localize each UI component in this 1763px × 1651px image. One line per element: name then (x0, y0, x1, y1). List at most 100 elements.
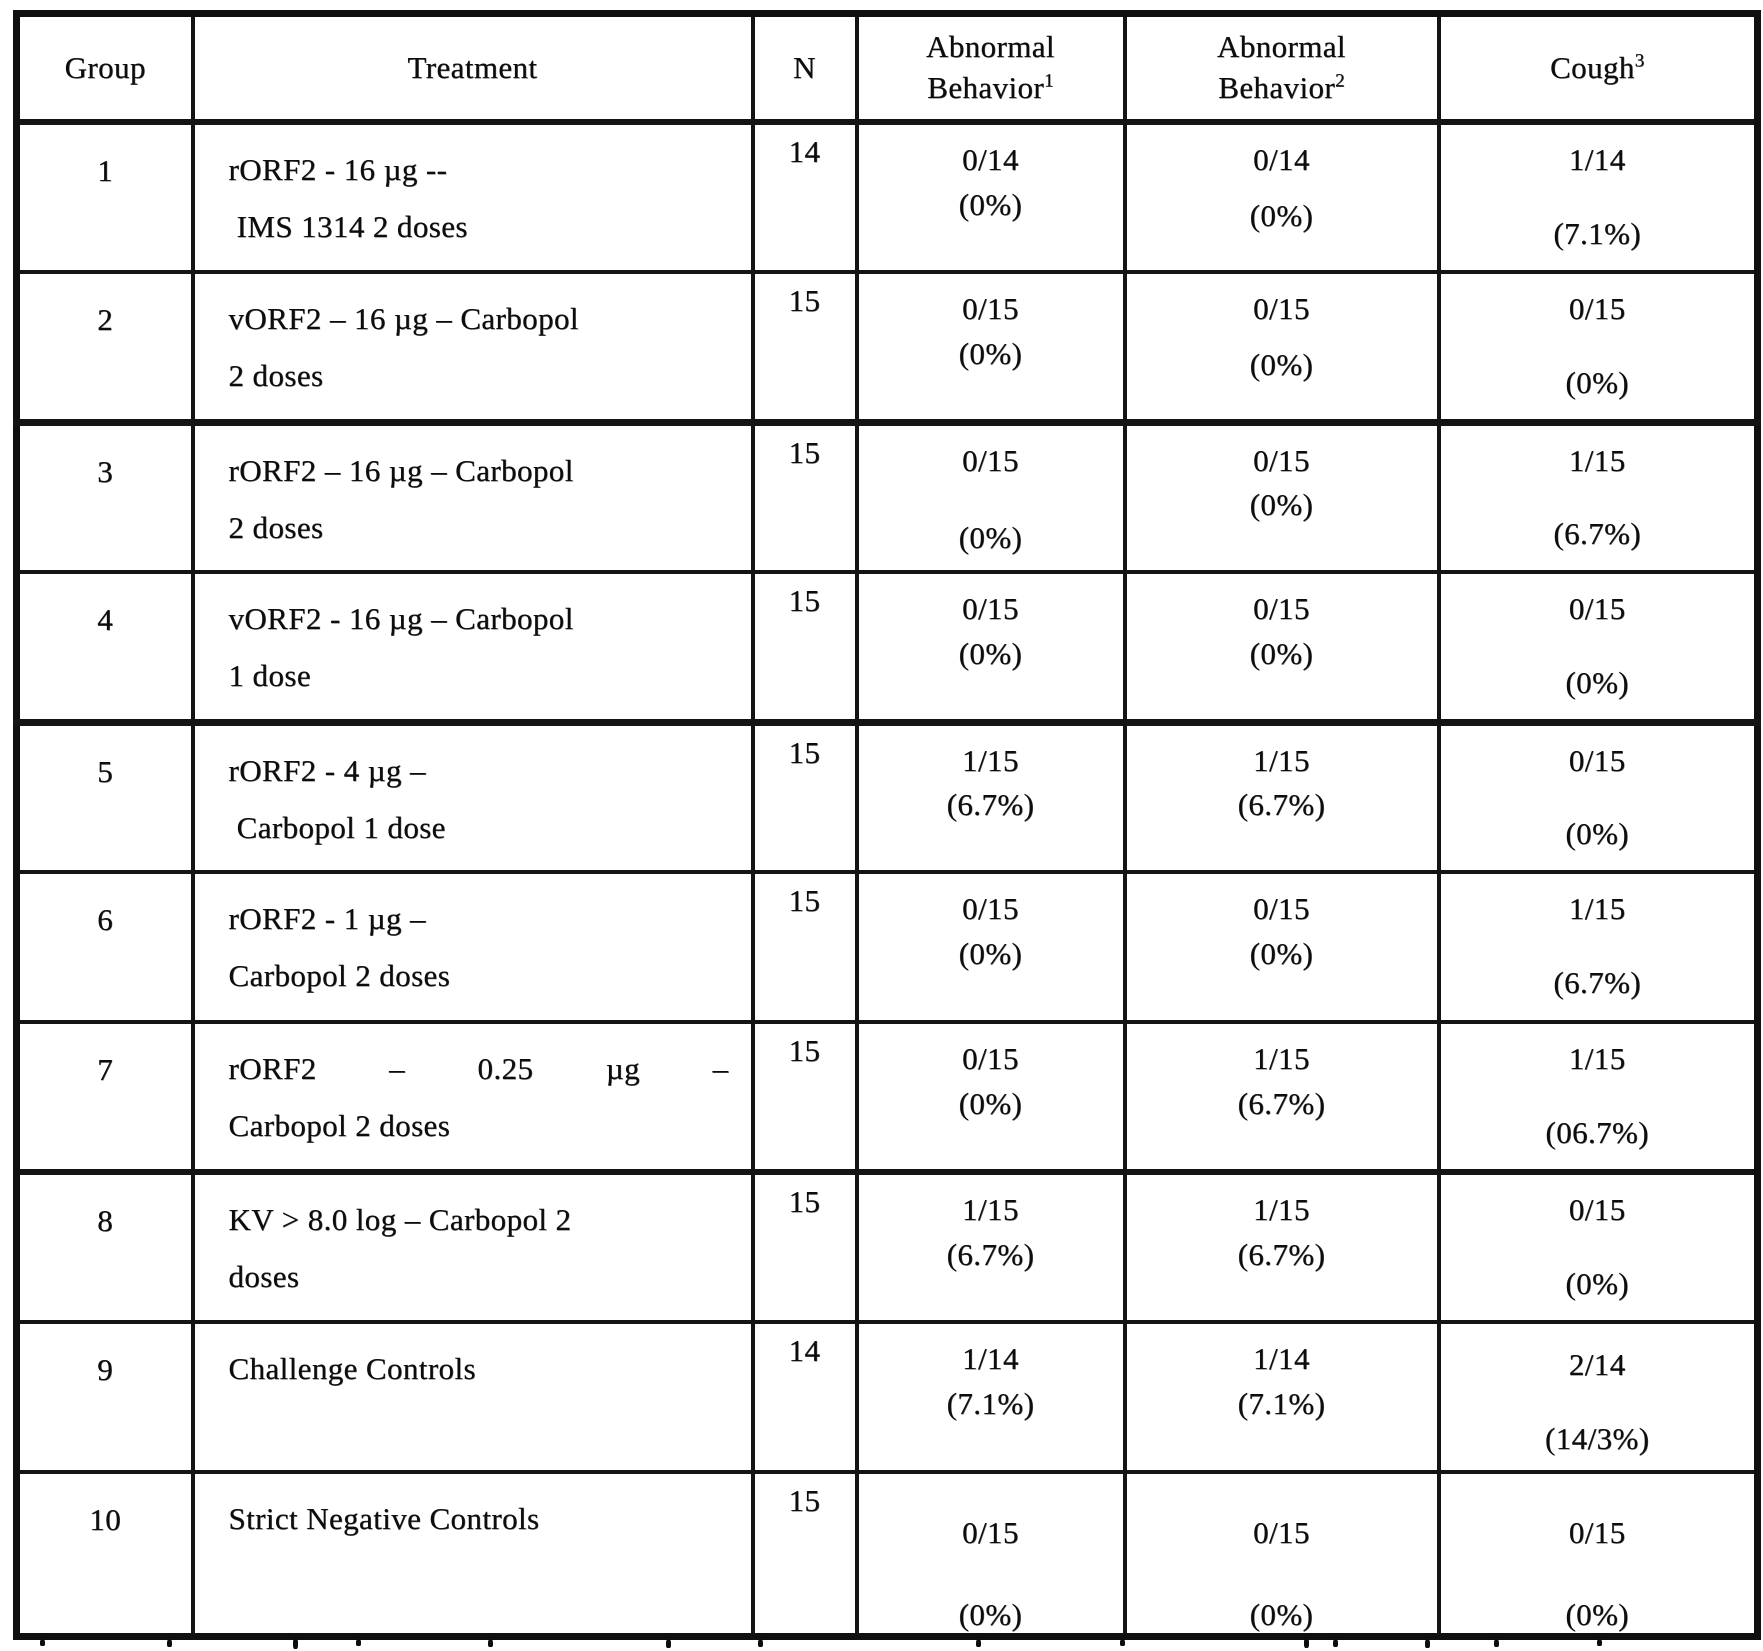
cell-treatment: Challenge Controls (190, 1320, 755, 1474)
treatment-line: rORF2 - 1 µg – (228, 901, 426, 936)
cell-treatment: vORF2 – 16 µg – Carbopol 2 doses (190, 270, 755, 426)
cell-cough: 0/15 (0%) (1436, 1470, 1760, 1639)
cell-n: 15 (750, 720, 859, 874)
cell-percent: (0%) (958, 335, 1023, 371)
cell-ab2: 0/15 (0%) (1122, 870, 1441, 1024)
treatment-line: IMS 1314 2 doses (228, 209, 468, 245)
cell-percent: (7.1%) (1237, 1385, 1326, 1421)
cell-count: 2/14 (1568, 1347, 1626, 1382)
treatment-line: doses (228, 1259, 300, 1295)
cell-ab2: 1/14 (7.1%) (1122, 1320, 1441, 1474)
cell-group: 6 (14, 870, 195, 1024)
cell-count: 0/15 (962, 1515, 1019, 1550)
cell-count: 1/15 (1253, 742, 1310, 778)
treatment-line: 2 doses (228, 358, 324, 394)
cell-cough: 0/15 (0%) (1436, 270, 1760, 426)
cell-percent: (0%) (958, 635, 1023, 671)
cell-ab2: 0/15 (0%) (1122, 570, 1441, 726)
table-header: Group Treatment N Abnormal Behavior1 Abnormal… (14, 11, 1760, 125)
column-header-2-n: N (750, 11, 859, 125)
cell-treatment: rORF2 - 4 µg – Carbopol 1 dose (190, 720, 755, 874)
cell-ab2: 1/15 (6.7%) (1122, 1020, 1441, 1175)
cell-count: 1/15 (1253, 1041, 1310, 1076)
footnote-mark (758, 1639, 763, 1647)
cell-group: 4 (14, 570, 195, 726)
cell-cough: 0/15 (0%) (1436, 570, 1760, 726)
treatment-line: Carbopol 2 doses (228, 1108, 451, 1144)
cell-ab2: 0/15 (0%) (1122, 420, 1441, 574)
cell-percent: (0%) (958, 186, 1023, 222)
cell-treatment: rORF2 - 1 µg – Carbopol 2 doses (190, 870, 755, 1024)
footnote-mark (1597, 1639, 1602, 1646)
cell-n: 14 (750, 120, 859, 274)
cell-percent: (7.1%) (946, 1385, 1035, 1421)
treatment-line: vORF2 – 16 µg – Carbopol (228, 301, 579, 336)
cell-percent: (0%) (1249, 487, 1314, 523)
cell-group: 2 (14, 270, 195, 426)
table-row: 3 rORF2 – 16 µg – Carbopol 2 doses 15 0/15 (0… (14, 420, 1760, 574)
column-header-4-abnormal-behavior-2: Abnormal Behavior2 (1122, 11, 1441, 125)
cell-percent: (6.7%) (1237, 787, 1326, 823)
cell-percent: (0%) (1249, 197, 1314, 233)
header-superscript: 1 (1044, 70, 1054, 92)
cell-count: 0/15 (1568, 1515, 1626, 1550)
column-header-5-cough-3: Cough3 (1436, 11, 1760, 125)
cell-cough: 1/15 (06.7%) (1436, 1020, 1760, 1175)
cell-percent: (6.7%) (1237, 1236, 1326, 1272)
cell-cough: 1/14 (7.1%) (1436, 120, 1760, 274)
footnote-mark (1304, 1637, 1309, 1648)
treatment-line: rORF2 - 16 µg -- (228, 152, 448, 187)
footnote-mark (167, 1639, 172, 1647)
cell-count: 0/15 (1253, 442, 1310, 478)
cell-percent: (0%) (1249, 346, 1314, 382)
cell-count: 0/15 (1568, 591, 1626, 626)
cell-percent: (0%) (958, 1596, 1023, 1632)
cell-cough: 2/14 (14/3%) (1436, 1320, 1760, 1474)
cell-group: 3 (14, 420, 195, 574)
cell-n: 15 (750, 1020, 859, 1175)
treatment-line: vORF2 - 16 µg – Carbopol (228, 601, 574, 636)
table-row: 8 KV > 8.0 log – Carbopol 2 doses 15 1/15 (6.… (14, 1170, 1760, 1324)
cell-ab1: 0/15 (0%) (854, 570, 1127, 726)
table-row: 6 rORF2 - 1 µg – Carbopol 2 doses 15 0/15 (0%… (14, 870, 1760, 1024)
cell-ab2: 1/15 (6.7%) (1122, 720, 1441, 874)
cell-percent: (0%) (1565, 1265, 1630, 1301)
cell-ab1: 0/15 (0%) (854, 1470, 1127, 1639)
clipped-footnote-fragments (0, 1637, 1763, 1651)
cell-n: 15 (750, 1470, 859, 1639)
treatment-line: Carbopol 1 dose (228, 809, 446, 845)
cell-cough: 1/15 (6.7%) (1436, 420, 1760, 574)
cell-ab1: 1/14 (7.1%) (854, 1320, 1127, 1474)
cell-treatment: vORF2 - 16 µg – Carbopol 1 dose (190, 570, 755, 726)
cell-treatment: rORF2 – 16 µg – Carbopol 2 doses (190, 420, 755, 574)
column-header-0-group: Group (14, 11, 195, 125)
footnote-mark (1120, 1639, 1125, 1646)
footnote-mark (1425, 1639, 1430, 1648)
cell-ab1: 0/15 (0%) (854, 1020, 1127, 1175)
cell-count: 1/15 (1568, 1041, 1626, 1076)
header-label-line: Behavior1 (927, 70, 1054, 105)
cell-group: 10 (14, 1470, 195, 1639)
cell-count: 1/14 (1568, 142, 1626, 177)
footnote-mark (293, 1637, 298, 1649)
table-row: 1 rORF2 - 16 µg -- IMS 1314 2 doses 14 0/14… (14, 120, 1760, 274)
cell-percent: (6.7%) (1237, 1085, 1326, 1121)
cell-group: 8 (14, 1170, 195, 1324)
cell-count: 0/15 (962, 1041, 1019, 1076)
cell-cough: 1/15 (6.7%) (1436, 870, 1760, 1024)
cell-ab1: 1/15 (6.7%) (854, 720, 1127, 874)
cell-ab1: 1/15 (6.7%) (854, 1170, 1127, 1324)
cell-count: 0/15 (1568, 742, 1626, 778)
cell-ab1: 0/15 (0%) (854, 420, 1127, 574)
cell-percent: (06.7%) (1545, 1114, 1650, 1150)
table-row: 10 Strict Negative Controls 15 0/15 (0%) 0/15… (14, 1470, 1760, 1639)
cell-count: 0/15 (962, 891, 1019, 926)
cell-count: 1/15 (962, 1192, 1019, 1227)
treatment-line: 2 doses (228, 509, 324, 545)
cell-count: 0/15 (1568, 1192, 1626, 1227)
cell-group: 9 (14, 1320, 195, 1474)
footnote-mark (356, 1639, 361, 1646)
cell-count: 0/14 (1253, 142, 1310, 177)
cell-count: 1/14 (962, 1341, 1019, 1376)
